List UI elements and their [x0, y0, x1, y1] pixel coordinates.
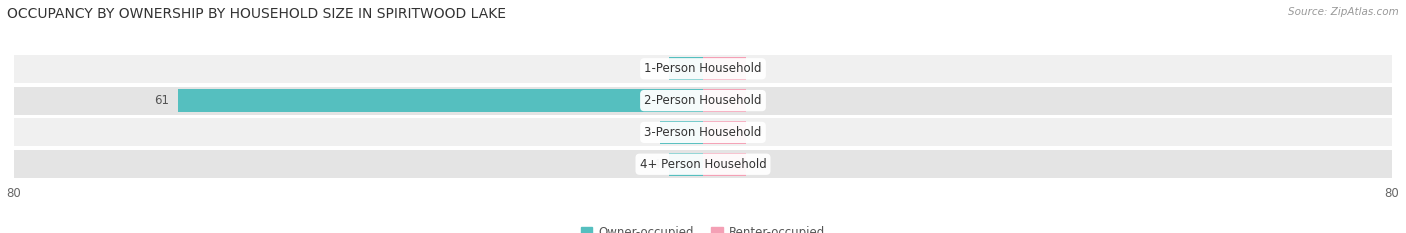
Bar	[177, 89, 703, 112]
Bar	[669, 57, 703, 80]
Legend: Owner-occupied, Renter-occupied: Owner-occupied, Renter-occupied	[576, 221, 830, 233]
Bar	[659, 121, 703, 144]
Bar	[669, 153, 703, 176]
Text: 1-Person Household: 1-Person Household	[644, 62, 762, 75]
Text: 0: 0	[755, 158, 762, 171]
Bar	[14, 118, 1392, 146]
Text: Source: ZipAtlas.com: Source: ZipAtlas.com	[1288, 7, 1399, 17]
Bar	[703, 89, 747, 112]
Text: 2-Person Household: 2-Person Household	[644, 94, 762, 107]
Text: 5: 5	[644, 126, 651, 139]
Bar	[703, 57, 747, 80]
Text: 4: 4	[652, 62, 659, 75]
Text: OCCUPANCY BY OWNERSHIP BY HOUSEHOLD SIZE IN SPIRITWOOD LAKE: OCCUPANCY BY OWNERSHIP BY HOUSEHOLD SIZE…	[7, 7, 506, 21]
Text: 0: 0	[755, 62, 762, 75]
Text: 0: 0	[755, 94, 762, 107]
Text: 4+ Person Household: 4+ Person Household	[640, 158, 766, 171]
Bar	[14, 55, 1392, 83]
Bar	[14, 87, 1392, 115]
Bar	[14, 150, 1392, 178]
Text: 61: 61	[155, 94, 169, 107]
Text: 0: 0	[755, 126, 762, 139]
Text: 4: 4	[652, 158, 659, 171]
Text: 3-Person Household: 3-Person Household	[644, 126, 762, 139]
Bar	[703, 153, 747, 176]
Bar	[703, 121, 747, 144]
